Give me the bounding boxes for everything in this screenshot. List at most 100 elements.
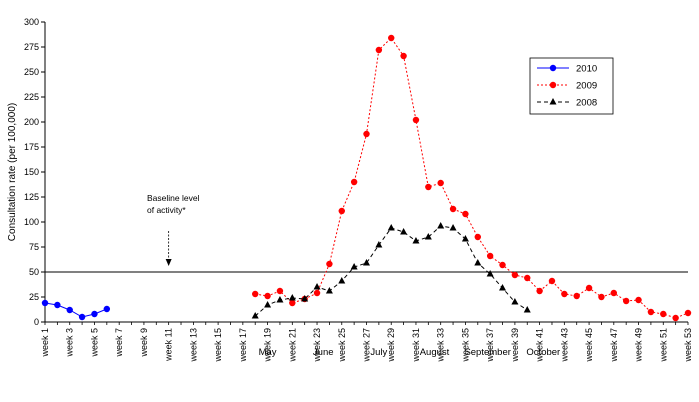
y-tick-label: 200	[24, 117, 39, 127]
data-point-2009	[388, 34, 395, 42]
data-point-2008	[461, 235, 469, 242]
data-point-2009	[437, 179, 444, 187]
x-tick-label: week 19	[263, 328, 273, 363]
data-point-2009	[610, 289, 618, 297]
month-label: October	[526, 347, 560, 358]
x-tick-label: week 25	[337, 328, 347, 363]
data-point-2009	[672, 314, 679, 322]
data-point-2009	[511, 271, 519, 279]
legend-box	[529, 57, 614, 115]
x-tick-label: week 51	[658, 328, 668, 363]
series-2010	[41, 299, 111, 321]
y-tick-label: 75	[29, 242, 39, 252]
y-tick-label: 275	[24, 42, 39, 52]
chart-axes: 0 25 50 75 100 125 150 175 200 225 250 275 300 week 1…	[24, 17, 693, 363]
data-point-2010	[103, 305, 111, 313]
x-tick-label: week 27	[362, 328, 372, 363]
data-point-2009	[573, 292, 580, 300]
x-tick-label: week 53	[683, 328, 693, 363]
x-tick-label: week 23	[312, 328, 322, 363]
x-tick-label: week 33	[436, 328, 446, 363]
data-point-2008	[363, 259, 370, 266]
series-2009	[252, 34, 692, 322]
data-point-2009	[350, 178, 358, 186]
data-point-2009	[598, 293, 605, 301]
y-tick-label: 225	[24, 92, 39, 102]
x-tick-label: week 15	[213, 328, 223, 363]
legend: 2010 2009 2008	[529, 57, 614, 115]
data-point-2009	[425, 183, 432, 191]
legend-items: 2010 2009 2008	[537, 64, 597, 109]
data-point-2008	[288, 294, 296, 301]
data-point-2009	[635, 296, 642, 304]
data-point-2009	[276, 287, 284, 295]
legend-marker-2009	[549, 81, 557, 89]
data-point-2009	[548, 277, 556, 285]
x-tick-label: week 21	[287, 328, 297, 363]
data-point-2008	[424, 233, 432, 240]
data-point-2009	[536, 287, 543, 295]
data-point-2008	[251, 312, 259, 319]
data-point-2008	[499, 284, 507, 291]
data-point-2010	[54, 301, 61, 309]
data-point-2009	[338, 207, 345, 215]
y-tick-label: 300	[24, 17, 39, 27]
x-tick-label: week 29	[386, 328, 396, 363]
x-tick-label: week 35	[460, 328, 470, 363]
x-tick-label: week 9	[139, 328, 149, 358]
data-point-2009	[486, 252, 494, 260]
y-axis-label: Consultation rate (per 100,000)	[7, 103, 18, 241]
data-point-2009	[660, 310, 667, 318]
x-tick-label: week 31	[411, 328, 421, 363]
data-point-2008	[264, 301, 272, 308]
x-tick-label: week 1	[40, 328, 50, 358]
data-point-2008	[313, 283, 321, 290]
x-tick-label: week 39	[510, 328, 520, 363]
baseline-group	[45, 231, 688, 273]
month-label: May	[259, 347, 277, 358]
x-tick-label: week 47	[609, 328, 619, 363]
data-point-2008	[449, 224, 457, 231]
data-point-2009	[524, 274, 531, 282]
data-point-2009	[462, 210, 469, 218]
data-point-2009	[684, 309, 692, 317]
baseline-annotation-line1: Baseline level	[147, 193, 200, 203]
data-point-2008	[437, 222, 445, 229]
legend-marker-2010	[549, 64, 557, 72]
data-point-2008	[338, 277, 346, 284]
month-label: September	[464, 347, 510, 358]
x-tick-label: week 37	[485, 328, 495, 363]
x-tick-label: week 41	[535, 328, 545, 363]
legend-label-2009: 2009	[576, 81, 597, 92]
data-point-2008	[486, 270, 494, 277]
x-tick-label: week 3	[65, 328, 75, 358]
x-tick-label: week 13	[188, 328, 198, 363]
data-point-2008	[387, 224, 395, 231]
baseline-annotation-line2: of activity*	[147, 205, 186, 215]
data-point-2008	[474, 259, 482, 266]
month-label: June	[313, 347, 334, 358]
data-point-2009	[363, 130, 370, 138]
data-point-2008	[301, 295, 309, 302]
legend-label-2008: 2008	[576, 98, 597, 109]
data-point-2009	[449, 205, 457, 213]
x-tick-label: week 45	[584, 328, 594, 363]
y-tick-label: 125	[24, 192, 39, 202]
data-point-2008	[511, 298, 519, 305]
data-point-2009	[499, 261, 506, 269]
x-tick-label: week 49	[634, 328, 644, 363]
data-point-2008	[276, 296, 284, 303]
y-tick-label: 175	[24, 142, 39, 152]
data-point-2010	[66, 306, 73, 314]
x-tick-label: week 43	[559, 328, 569, 363]
series-line-2009	[255, 37, 689, 319]
data-point-2009	[561, 290, 568, 298]
month-label: August	[420, 347, 450, 358]
y-tick-label: 150	[24, 167, 39, 177]
data-point-2009	[622, 297, 630, 305]
data-point-2009	[252, 290, 259, 298]
data-point-2010	[91, 310, 98, 318]
series-2008	[251, 222, 531, 319]
y-tick-label: 100	[24, 217, 39, 227]
